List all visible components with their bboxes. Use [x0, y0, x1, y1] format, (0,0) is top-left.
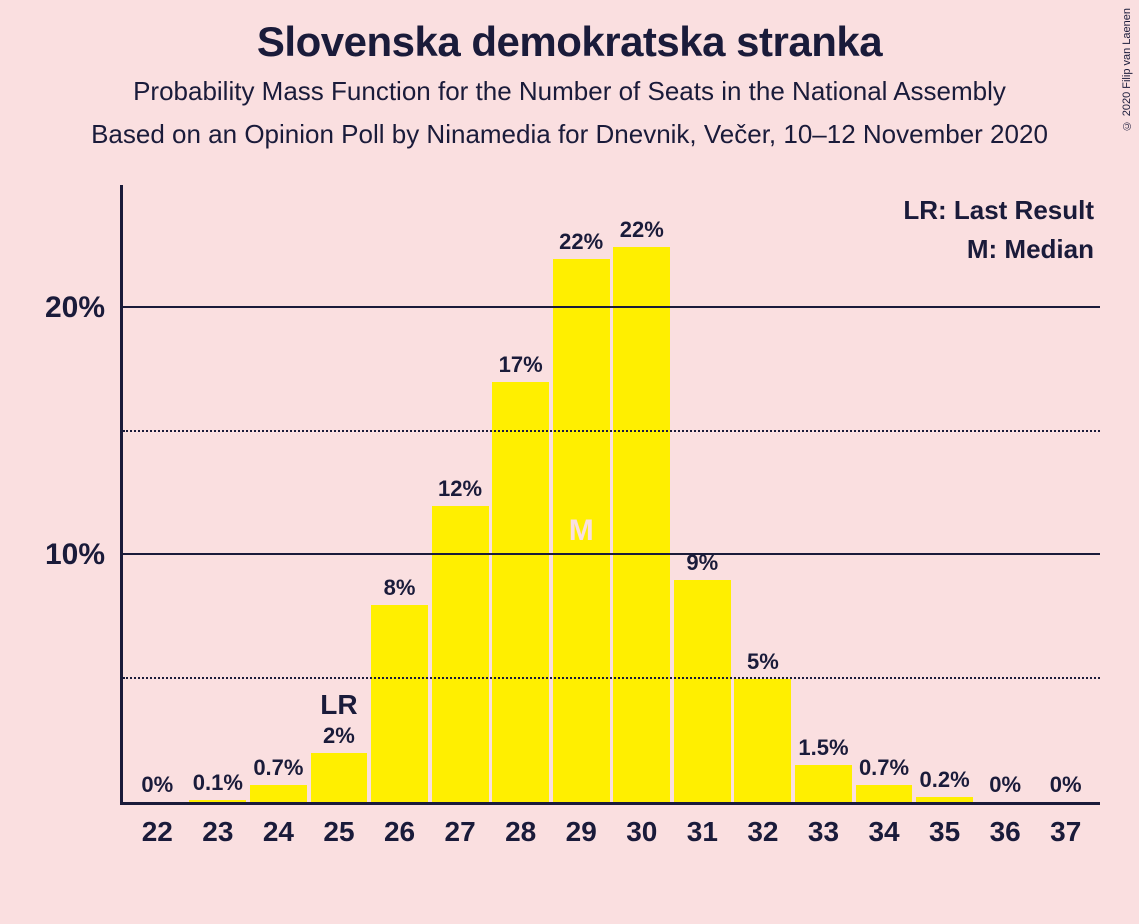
bar-slot-29: 22% M: [551, 185, 612, 802]
ytick-20: 20%: [45, 291, 123, 325]
bar-slot-27: 12%: [430, 185, 491, 802]
median-marker: M: [569, 514, 594, 548]
bar-label-29: 22%: [559, 229, 603, 259]
bar-32: 5%: [734, 679, 791, 802]
bar-slot-30: 22%: [612, 185, 673, 802]
bar-label-32: 5%: [747, 649, 779, 679]
bar-label-22: 0%: [141, 772, 173, 802]
x-axis: 22232425262728293031323334353637: [123, 816, 1100, 848]
bars-container: 0%0.1%0.7%2%LR8%12%17%22%M22%9%5%1.5%0.7…: [123, 185, 1100, 802]
copyright-text: © 2020 Filip van Laenen: [1121, 8, 1133, 131]
bar-label-33: 1.5%: [798, 735, 848, 765]
chart-header: Slovenska demokratska stranka Probabilit…: [0, 0, 1139, 150]
xtick-37: 37: [1035, 816, 1096, 848]
lr-marker: LR: [320, 689, 357, 753]
bar-label-23: 0.1%: [193, 770, 243, 800]
bar-33: 1.5%: [795, 765, 852, 802]
chart-area: LR: Last Result M: Median 0%0.1%0.7%2%LR…: [40, 185, 1110, 885]
bar-slot-34: 0.7%: [854, 185, 915, 802]
bar-slot-32: 5%: [733, 185, 794, 802]
xtick-28: 28: [490, 816, 551, 848]
xtick-23: 23: [188, 816, 249, 848]
bar-slot-23: 0.1%: [188, 185, 249, 802]
bar-31: 9%: [674, 580, 731, 802]
chart-title: Slovenska demokratska stranka: [0, 18, 1139, 66]
chart-subtitle2: Based on an Opinion Poll by Ninamedia fo…: [0, 119, 1139, 150]
bar-label-30: 22%: [620, 217, 664, 247]
bar-26: 8%: [371, 605, 428, 802]
bar-label-27: 12%: [438, 476, 482, 506]
bar-slot-31: 9%: [672, 185, 733, 802]
plot-region: LR: Last Result M: Median 0%0.1%0.7%2%LR…: [120, 185, 1100, 805]
bar-label-35: 0.2%: [920, 767, 970, 797]
bar-23: 0.1%: [189, 800, 246, 802]
bar-slot-35: 0.2%: [914, 185, 975, 802]
grid-minor-5: [123, 677, 1100, 679]
bar-slot-28: 17%: [490, 185, 551, 802]
bar-label-26: 8%: [384, 575, 416, 605]
bar-slot-26: 8%: [369, 185, 430, 802]
bar-28: 17%: [492, 382, 549, 802]
grid-major-20: [123, 306, 1100, 308]
xtick-32: 32: [733, 816, 794, 848]
grid-major-10: [123, 553, 1100, 555]
xtick-34: 34: [854, 816, 915, 848]
bar-slot-37: 0%: [1035, 185, 1096, 802]
grid-minor-15: [123, 430, 1100, 432]
xtick-30: 30: [612, 816, 673, 848]
bar-label-36: 0%: [989, 772, 1021, 802]
bar-25: 2%LR: [311, 753, 368, 802]
bar-slot-24: 0.7%: [248, 185, 309, 802]
bar-24: 0.7%: [250, 785, 307, 802]
xtick-29: 29: [551, 816, 612, 848]
bar-30: 22%: [613, 247, 670, 802]
bar-label-34: 0.7%: [859, 755, 909, 785]
bar-label-24: 0.7%: [253, 755, 303, 785]
xtick-26: 26: [369, 816, 430, 848]
xtick-25: 25: [309, 816, 370, 848]
xtick-33: 33: [793, 816, 854, 848]
xtick-36: 36: [975, 816, 1036, 848]
xtick-22: 22: [127, 816, 188, 848]
bar-slot-22: 0%: [127, 185, 188, 802]
bar-35: 0.2%: [916, 797, 973, 802]
bar-label-37: 0%: [1050, 772, 1082, 802]
bar-34: 0.7%: [856, 785, 913, 802]
xtick-31: 31: [672, 816, 733, 848]
xtick-27: 27: [430, 816, 491, 848]
bar-slot-33: 1.5%: [793, 185, 854, 802]
bar-slot-25: 2%LR: [309, 185, 370, 802]
bar-27: 12%: [432, 506, 489, 802]
xtick-24: 24: [248, 816, 309, 848]
bar-slot-36: 0%: [975, 185, 1036, 802]
xtick-35: 35: [914, 816, 975, 848]
bar-29: 22%M: [553, 259, 610, 802]
chart-subtitle1: Probability Mass Function for the Number…: [0, 76, 1139, 107]
bar-label-28: 17%: [499, 352, 543, 382]
ytick-10: 10%: [45, 538, 123, 572]
